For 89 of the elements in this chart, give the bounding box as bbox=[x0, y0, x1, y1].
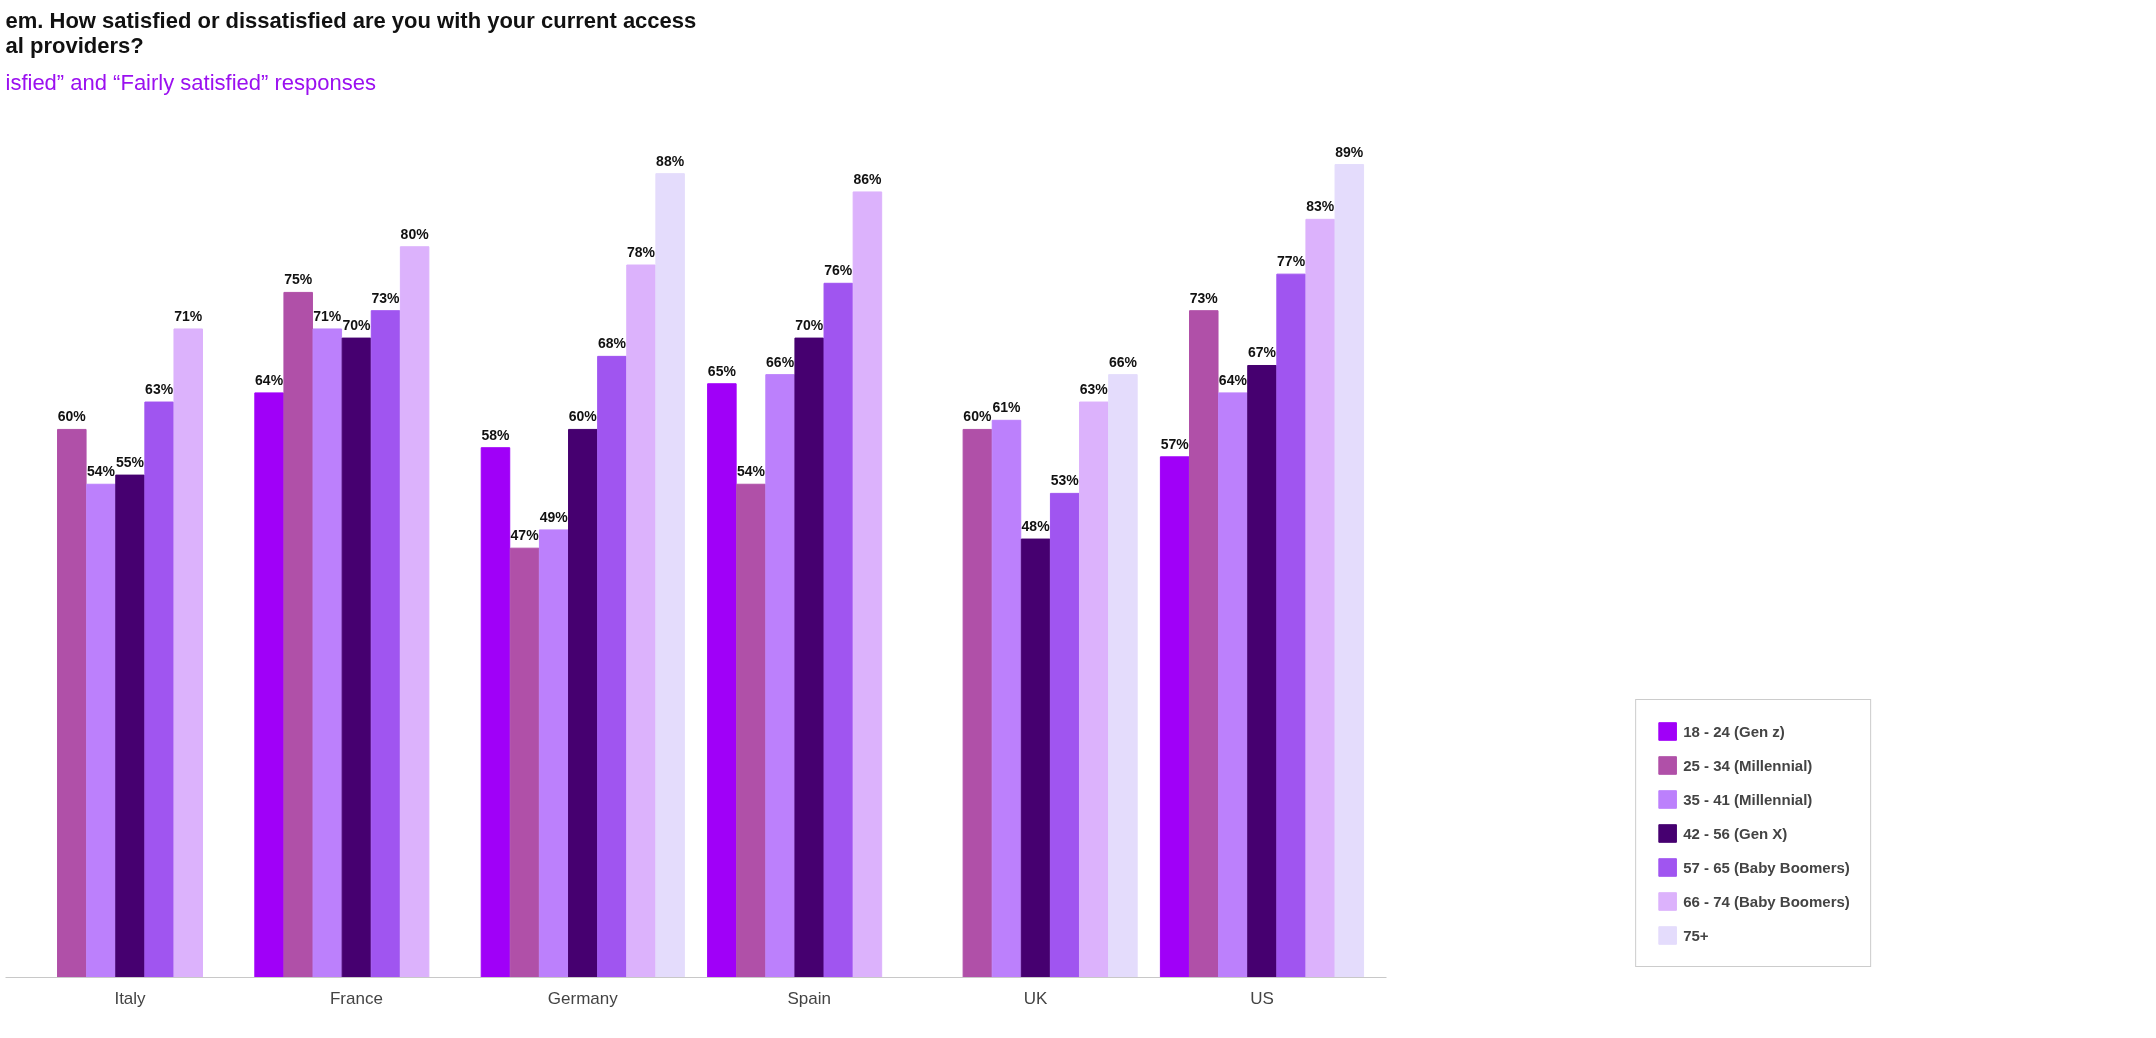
bar bbox=[1305, 218, 1335, 978]
data-label: 49% bbox=[539, 508, 569, 525]
x-tick-label: Spain bbox=[787, 988, 831, 1008]
bar bbox=[1159, 456, 1190, 978]
data-label: 60% bbox=[963, 408, 992, 425]
bar bbox=[1020, 538, 1051, 978]
data-label: 78% bbox=[627, 244, 656, 261]
bar bbox=[399, 246, 430, 978]
legend-label: 57 - 65 (Baby Boomers) bbox=[1683, 858, 1850, 876]
data-label: 89% bbox=[1335, 143, 1364, 160]
bar bbox=[86, 483, 116, 978]
bar bbox=[312, 328, 343, 978]
bar bbox=[538, 529, 569, 978]
bar bbox=[173, 328, 203, 978]
bar bbox=[597, 355, 627, 978]
legend-label: 66 - 74 (Baby Boomers) bbox=[1683, 892, 1850, 910]
bar bbox=[283, 291, 313, 978]
data-label: 55% bbox=[116, 454, 145, 471]
bar bbox=[370, 310, 401, 978]
bar bbox=[1247, 364, 1277, 978]
data-label: 63% bbox=[1079, 381, 1109, 398]
data-label: 76% bbox=[824, 262, 853, 279]
data-label: 65% bbox=[707, 362, 737, 379]
data-label: 83% bbox=[1306, 198, 1335, 215]
data-label: 53% bbox=[1050, 472, 1080, 489]
data-label: 54% bbox=[86, 463, 116, 480]
data-label: 54% bbox=[736, 463, 766, 480]
bar bbox=[1079, 401, 1109, 978]
legend-label: 25 - 34 (Millennial) bbox=[1683, 756, 1813, 774]
bar bbox=[736, 483, 766, 978]
data-label: 47% bbox=[510, 527, 540, 544]
bar bbox=[823, 282, 854, 978]
legend-label: 75+ bbox=[1683, 926, 1709, 944]
bar bbox=[655, 173, 685, 978]
bar bbox=[144, 401, 174, 978]
bar bbox=[991, 419, 1022, 978]
bar bbox=[115, 474, 145, 978]
data-label: 61% bbox=[992, 399, 1022, 416]
x-tick-label: Italy bbox=[114, 988, 147, 1008]
bar bbox=[1276, 273, 1306, 978]
bar bbox=[962, 428, 993, 978]
bar bbox=[57, 428, 87, 978]
data-label: 70% bbox=[342, 317, 371, 334]
bar bbox=[509, 547, 540, 978]
bar bbox=[1049, 492, 1080, 978]
bar bbox=[794, 337, 824, 978]
bar bbox=[1334, 164, 1365, 978]
x-tick-label: UK bbox=[1023, 988, 1049, 1008]
data-label: 70% bbox=[795, 317, 824, 334]
data-label: 86% bbox=[853, 170, 882, 187]
bar bbox=[254, 392, 284, 978]
x-tick-label: Germany bbox=[547, 988, 619, 1008]
data-label: 58% bbox=[481, 426, 511, 443]
legend-label: 42 - 56 (Gen X) bbox=[1683, 824, 1788, 842]
chart-title: em. How satisfied or dissatisfied are you with your current access al providers? bbox=[5, 7, 697, 58]
data-label: 77% bbox=[1277, 253, 1306, 270]
data-label: 88% bbox=[656, 152, 685, 169]
bar bbox=[341, 337, 372, 978]
data-label: 64% bbox=[1218, 371, 1248, 388]
x-tick-label: US bbox=[1250, 988, 1274, 1008]
data-label: 60% bbox=[568, 408, 598, 425]
data-label: 67% bbox=[1247, 344, 1277, 361]
bar bbox=[1218, 392, 1248, 978]
x-tick-label: France bbox=[329, 988, 383, 1008]
bar bbox=[568, 428, 598, 978]
data-label: 66% bbox=[1108, 353, 1138, 370]
data-label: 75% bbox=[284, 271, 313, 288]
bar bbox=[626, 264, 656, 978]
data-label: 64% bbox=[255, 371, 284, 388]
data-label: 57% bbox=[1160, 435, 1190, 452]
data-label: 63% bbox=[145, 381, 174, 398]
legend-label: 35 - 41 (Millennial) bbox=[1683, 790, 1813, 808]
data-label: 66% bbox=[766, 353, 795, 370]
data-label: 71% bbox=[174, 307, 203, 324]
data-label: 73% bbox=[1189, 289, 1219, 306]
legend-label: 18 - 24 (Gen z) bbox=[1683, 722, 1785, 740]
bar bbox=[852, 191, 883, 978]
bar bbox=[480, 447, 511, 978]
data-label: 71% bbox=[313, 307, 342, 324]
chart-subtitle: isfied” and “Fairly satisfied” responses bbox=[5, 69, 376, 95]
data-label: 60% bbox=[57, 408, 87, 425]
bar bbox=[1189, 310, 1219, 978]
data-label: 68% bbox=[597, 335, 627, 352]
data-label: 73% bbox=[371, 289, 401, 306]
data-label: 48% bbox=[1021, 518, 1051, 535]
bar bbox=[765, 374, 795, 978]
data-label: 80% bbox=[400, 225, 430, 242]
bar bbox=[707, 383, 737, 978]
bar bbox=[1108, 374, 1138, 978]
